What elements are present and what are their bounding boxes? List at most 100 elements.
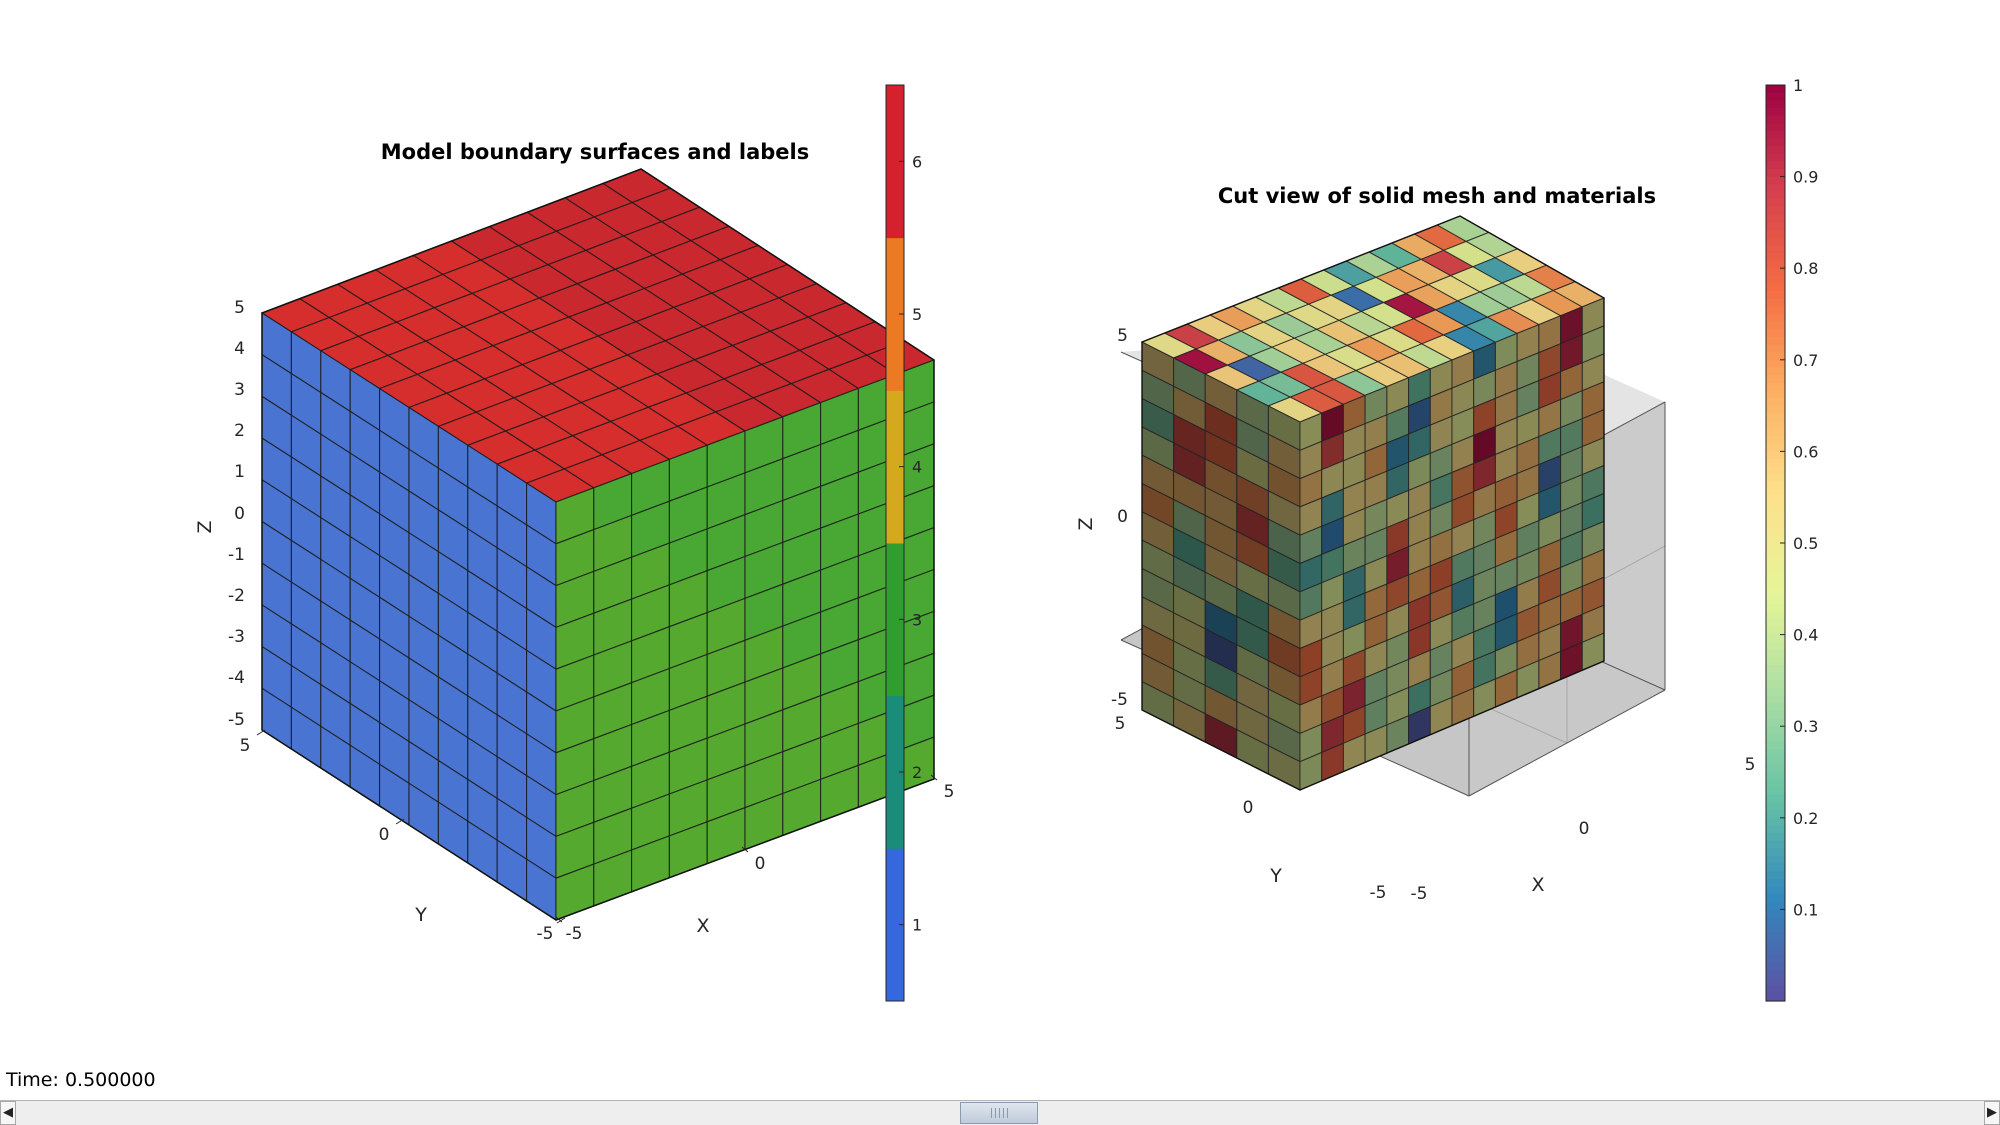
y-tick-label: 5 [1115, 714, 1126, 734]
colorbar-gradient-step [1766, 153, 1785, 162]
colorbar-gradient-step [1766, 230, 1785, 239]
left-ylabel: Y [414, 904, 427, 926]
colorbar-gradient-step [1766, 710, 1785, 720]
z-tick-label: -3 [228, 627, 245, 647]
colorbar-gradient-step [1766, 344, 1785, 353]
colorbar-gradient-step [1766, 993, 1785, 1002]
colorbar-gradient-step [1766, 100, 1785, 109]
x-tick-mark [555, 916, 563, 923]
colorbar-gradient-step [1766, 878, 1785, 888]
colorbar-gradient-step [1766, 817, 1785, 827]
colorbar-gradient-step [1766, 115, 1785, 124]
colorbar-gradient-step [1766, 176, 1785, 185]
colorbar-tick-label: 0.7 [1793, 351, 1818, 370]
colorbar-gradient-step [1766, 375, 1785, 384]
colorbar-gradient-step [1766, 237, 1785, 246]
z-tick-label: -1 [228, 545, 245, 565]
colorbar-gradient-step [1766, 405, 1785, 414]
colorbar-gradient-step [1766, 924, 1785, 933]
colorbar-segment [886, 237, 904, 391]
left-zlabel: Z [194, 520, 216, 533]
mesh-outline [1141, 215, 1605, 791]
colorbar-gradient-step [1766, 130, 1785, 140]
right-axes[interactable]: Cut view of solid mesh and materials 5 0 -… [1075, 76, 1818, 1002]
colorbar-gradient-step [1766, 909, 1785, 918]
scroll-right-arrow-icon[interactable]: ▶ [1984, 1101, 2000, 1125]
colorbar-gradient-step [1766, 352, 1785, 361]
left-axes[interactable]: Model boundary surfaces and labels 5 4 3 2 1… [194, 84, 954, 1002]
colorbar-gradient-step [1766, 871, 1785, 880]
colorbar-gradient-step [1766, 749, 1785, 758]
colorbar-gradient-step [1766, 840, 1785, 849]
colorbar-gradient-step [1766, 825, 1785, 834]
colorbar-gradient-step [1766, 596, 1785, 605]
colorbar-gradient-step [1766, 245, 1785, 254]
colorbar-gradient-step [1766, 665, 1785, 674]
colorbar-gradient-step [1766, 894, 1785, 903]
z-tick-label: 5 [1117, 326, 1128, 346]
colorbar-gradient-step [1766, 222, 1785, 231]
right-ylabel: Y [1269, 865, 1282, 887]
right-axes-ticks: 5 0 -5 -5 0 5 -5 0 5 [1111, 326, 1755, 904]
scrollbar-thumb[interactable] [960, 1102, 1038, 1124]
colorbar-gradient-step [1766, 497, 1785, 506]
z-tick-label: 4 [234, 339, 245, 359]
colorbar-tick-label: 0.4 [1793, 626, 1818, 645]
colorbar-gradient-step [1766, 489, 1785, 498]
colorbar-gradient-step [1766, 955, 1785, 964]
colorbar-gradient-step [1766, 214, 1785, 223]
colorbar-gradient-step [1766, 275, 1785, 285]
y-tick-mark [256, 729, 266, 736]
colorbar-gradient-step [1766, 703, 1785, 712]
colorbar-gradient-step [1766, 336, 1785, 346]
colorbar-gradient-step [1766, 184, 1785, 193]
z-tick-label: -4 [228, 668, 245, 688]
colorbar-gradient-step [1766, 329, 1785, 338]
colorbar-gradient-step [1766, 688, 1785, 697]
x-tick-label: 5 [1745, 755, 1756, 775]
colorbar-gradient-step [1766, 649, 1785, 659]
colorbar-gradient-step [1766, 420, 1785, 430]
colorbar-segment [886, 543, 904, 697]
boundary-surface-cube [260, 168, 936, 922]
colorbar-gradient-step [1766, 138, 1785, 147]
colorbar-gradient-step [1766, 291, 1785, 300]
colorbar-gradient-step [1766, 802, 1785, 811]
colorbar-gradient-step [1766, 321, 1785, 330]
colorbar-gradient-step [1766, 390, 1785, 399]
right-colorbar[interactable]: 1 0.9 0.8 0.7 0.6 0.5 0.4 0.3 0.2 0.1 [1765, 76, 1818, 1002]
scroll-left-arrow-icon[interactable]: ◀ [0, 1101, 16, 1125]
time-status-text: Time: 0.500000 [6, 1069, 156, 1091]
colorbar-gradient-step [1766, 527, 1785, 536]
colorbar-gradient-step [1766, 413, 1785, 422]
colorbar-gradient-step [1766, 359, 1785, 369]
colorbar-gradient-step [1766, 970, 1785, 979]
colorbar-tick-label: 4 [912, 458, 922, 477]
time-scrollbar[interactable]: ◀ ▶ [0, 1100, 2000, 1125]
colorbar-gradient-step [1766, 367, 1785, 376]
colorbar-gradient-step [1766, 443, 1785, 452]
colorbar-gradient-step [1766, 657, 1785, 666]
left-colorbar[interactable]: 6 5 4 3 2 1 [885, 84, 922, 1002]
colorbar-gradient-step [1766, 588, 1785, 598]
colorbar-gradient-step [1766, 634, 1785, 643]
y-tick-label: 0 [1243, 798, 1254, 818]
colorbar-gradient-step [1766, 962, 1785, 972]
colorbar-tick-label: 0.5 [1793, 534, 1818, 553]
colorbar-tick-label: 0.8 [1793, 259, 1818, 278]
colorbar-gradient-step [1766, 772, 1785, 781]
colorbar-gradient-step [1766, 428, 1785, 437]
colorbar-gradient-step [1766, 543, 1785, 552]
colorbar-gradient-step [1766, 932, 1785, 941]
colorbar-gradient-step [1766, 199, 1785, 208]
colorbar-gradient-step [1766, 397, 1785, 407]
colorbar-gradient-step [1766, 939, 1785, 949]
colorbar-gradient-step [1766, 451, 1785, 460]
colorbar-gradient-step [1766, 695, 1785, 704]
axes-box-edge [1468, 689, 1666, 797]
z-tick-label: 1 [234, 462, 245, 482]
colorbar-gradient-step [1766, 756, 1785, 765]
colorbar-segment [886, 848, 904, 1002]
colorbar-gradient-step [1766, 901, 1785, 910]
